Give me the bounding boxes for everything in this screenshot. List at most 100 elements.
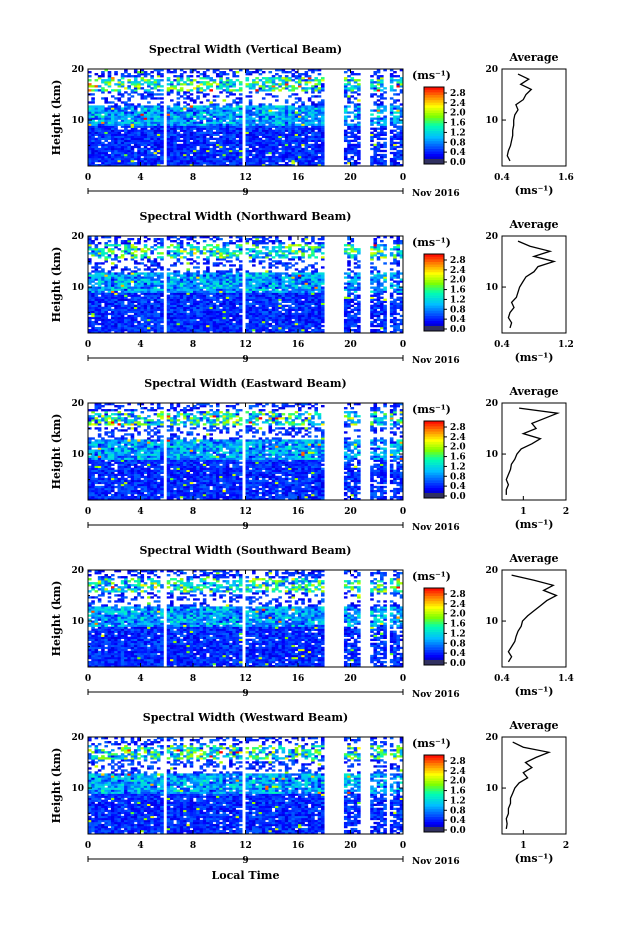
heatmap-cell xyxy=(347,161,351,165)
heatmap-cell xyxy=(232,302,236,306)
heatmap-cell xyxy=(186,139,191,143)
heatmap-cell xyxy=(222,296,227,299)
heatmap-cell xyxy=(307,121,312,124)
heatmap-cell xyxy=(147,322,151,326)
heatmap-cell xyxy=(173,324,177,328)
heatmap-cell xyxy=(232,308,236,312)
heatmap-cell xyxy=(130,330,135,334)
heatmap-cell xyxy=(107,147,112,151)
heatmap-cell xyxy=(343,107,348,110)
heatmap-cell xyxy=(199,159,204,163)
heatmap-cell xyxy=(399,135,404,139)
heatmap-cell xyxy=(101,280,105,283)
heatmap-cell xyxy=(206,274,210,277)
heatmap-cell xyxy=(235,320,240,324)
heatmap-cell xyxy=(186,79,191,82)
heatmap-cell xyxy=(160,292,164,295)
heatmap-cell xyxy=(320,107,325,110)
heatmap-cell xyxy=(183,139,187,143)
heatmap-cell xyxy=(209,147,213,151)
heatmap-cell xyxy=(114,113,118,116)
heatmap-cell xyxy=(107,322,112,326)
heatmap-cell xyxy=(258,272,263,275)
heatmap-cell xyxy=(137,155,141,159)
heatmap-cell xyxy=(238,97,243,100)
heatmap-cell xyxy=(156,157,161,161)
heatmap-cell xyxy=(248,83,253,86)
heatmap-cell xyxy=(291,133,296,136)
heatmap-cell xyxy=(206,296,210,299)
heatmap-cell xyxy=(130,326,135,330)
heatmap-cell xyxy=(307,99,312,102)
heatmap-cell xyxy=(353,135,358,139)
heatmap-cell xyxy=(133,272,138,275)
heatmap-cell xyxy=(229,328,233,332)
heatmap-cell xyxy=(156,115,161,118)
heatmap-cell xyxy=(189,83,194,86)
heatmap-cell xyxy=(88,83,92,86)
heatmap-cell xyxy=(219,314,223,318)
heatmap-cell xyxy=(245,71,250,74)
heatmap-cell xyxy=(173,312,177,316)
heatmap-cell xyxy=(130,278,135,281)
heatmap-cell xyxy=(199,147,204,151)
heatmap-cell xyxy=(143,73,148,76)
heatmap-cell xyxy=(317,139,322,143)
heatmap-cell xyxy=(160,266,164,269)
heatmap-cell xyxy=(91,322,95,326)
heatmap-cell xyxy=(255,129,259,132)
heatmap-cell xyxy=(252,324,256,328)
heatmap-cell xyxy=(189,115,194,118)
heatmap-cell xyxy=(147,312,151,316)
heatmap-cell xyxy=(357,99,361,102)
heatmap-cell xyxy=(317,101,322,104)
heatmap-cell xyxy=(156,69,161,72)
heatmap-cell xyxy=(124,258,128,261)
heatmap-cell xyxy=(147,258,151,261)
heatmap-cell xyxy=(353,125,358,128)
heatmap-cell xyxy=(193,109,197,112)
heatmap-cell xyxy=(101,155,105,159)
heatmap-cell xyxy=(376,143,381,147)
heatmap-cell xyxy=(301,141,305,145)
heatmap-cell xyxy=(209,77,213,80)
heatmap-cell xyxy=(252,316,256,320)
heatmap-cell xyxy=(301,123,305,126)
heatmap-cell xyxy=(153,296,158,299)
heatmap-cell xyxy=(261,322,266,326)
heatmap-cell xyxy=(110,314,115,318)
heatmap-cell xyxy=(278,113,282,116)
heatmap-cell xyxy=(150,83,154,86)
heatmap-cell xyxy=(101,161,105,165)
heatmap-cell xyxy=(248,87,253,90)
heatmap-cell xyxy=(212,109,217,112)
heatmap-cell xyxy=(143,236,148,239)
heatmap-cell xyxy=(160,123,164,126)
heatmap-cell xyxy=(222,276,227,279)
heatmap-cell xyxy=(147,115,151,118)
heatmap-cell xyxy=(219,145,223,149)
heatmap-cell xyxy=(140,296,145,299)
heatmap-cell xyxy=(261,314,266,318)
heatmap-cell xyxy=(183,143,187,147)
heatmap-cell xyxy=(97,133,102,136)
heatmap-cell xyxy=(170,322,174,326)
heatmap-cell xyxy=(307,87,312,90)
heatmap-cell xyxy=(245,73,250,76)
heatmap-cell xyxy=(130,292,135,295)
heatmap-cell xyxy=(399,121,404,124)
heatmap-cell xyxy=(219,326,223,330)
heatmap-cell xyxy=(124,119,128,122)
heatmap-cell xyxy=(261,113,266,116)
heatmap-cell xyxy=(189,304,194,308)
heatmap-cell xyxy=(156,119,161,122)
heatmap-cell xyxy=(133,79,138,82)
heatmap-cell xyxy=(173,115,177,118)
heatmap-cell xyxy=(176,272,181,275)
heatmap-cell xyxy=(248,113,253,116)
heatmap-cell xyxy=(304,133,309,136)
heatmap-cell xyxy=(183,91,187,94)
heatmap-cell xyxy=(114,330,118,334)
heatmap-cell xyxy=(120,270,125,273)
heatmap-cell xyxy=(370,113,374,116)
